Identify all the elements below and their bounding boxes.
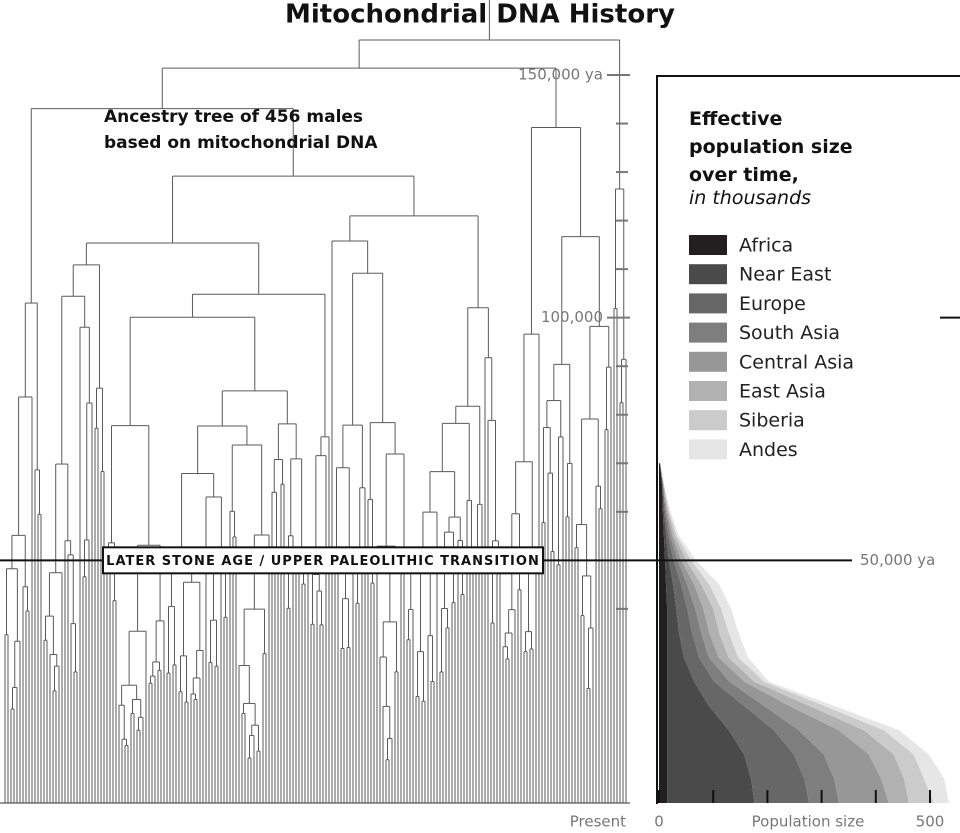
area xyxy=(660,463,810,803)
area xyxy=(660,463,889,803)
annotation: LATER STONE AGE / UPPER PALEOLITHIC TRAN… xyxy=(106,554,540,569)
tree-caption: Ancestry tree of 456 males based on mito… xyxy=(104,107,378,153)
legend-label: Andes xyxy=(739,439,798,461)
legend-label: East Asia xyxy=(739,381,826,403)
area xyxy=(660,463,839,803)
axis-label: Population size xyxy=(752,813,865,831)
legend-subtitle: in thousands xyxy=(689,187,812,209)
legend-swatch xyxy=(689,264,727,285)
legend-title: Effective population size over time, xyxy=(689,108,853,186)
legend-label: Europe xyxy=(739,293,806,315)
area xyxy=(660,463,909,803)
legend-swatch xyxy=(689,322,727,343)
area xyxy=(659,463,668,803)
legend-swatch xyxy=(689,381,727,401)
area xyxy=(660,463,755,803)
legend-label: South Asia xyxy=(739,322,840,344)
area xyxy=(660,463,949,803)
legend-swatch xyxy=(689,439,727,460)
x-tick-label: 50,000 ya xyxy=(860,551,935,569)
x-tick-label: 100,000 xyxy=(541,308,603,326)
chart-title: Mitochondrial DNA History xyxy=(285,0,675,30)
legend-swatch xyxy=(689,293,727,314)
legend-label: Siberia xyxy=(739,410,805,432)
area xyxy=(660,463,934,803)
annotation-box xyxy=(102,546,544,575)
x-tick-label: 150,000 ya xyxy=(518,66,603,84)
legend-label: Near East xyxy=(739,264,831,286)
area-group xyxy=(659,463,949,803)
legend-swatch xyxy=(689,410,727,431)
legend-label: Central Asia xyxy=(739,351,854,373)
legend-label: Africa xyxy=(739,235,793,257)
legend-swatch xyxy=(689,235,727,255)
x-tick-label: Present xyxy=(570,813,626,831)
y-tick-label: 500 xyxy=(916,813,945,831)
y-tick-label: 0 xyxy=(654,813,664,831)
legend-swatch xyxy=(689,351,727,372)
